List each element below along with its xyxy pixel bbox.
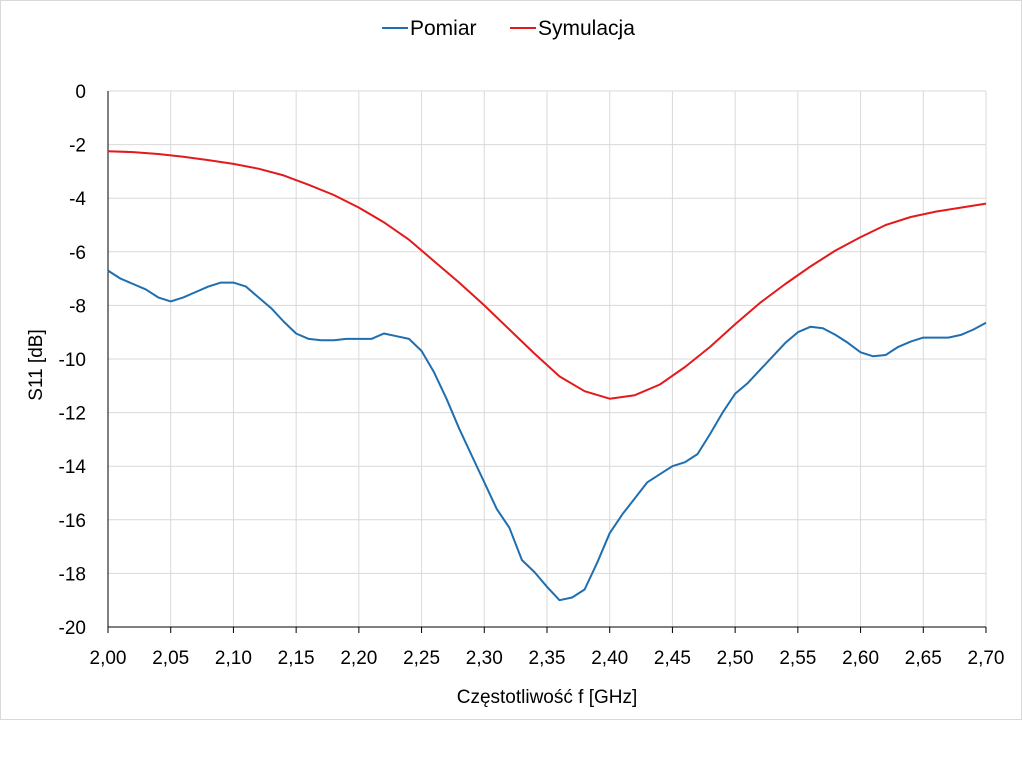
y-tick-label: -4 [69,189,86,210]
legend-label: Symulacja [538,17,635,40]
axes: 2,00 2,05 2,10 2,15 2,20 2,25 2,30 2,35 2,40 2,45… [59,82,1005,669]
y-tick-label: -18 [59,564,86,585]
x-tick-label: 2,00 [90,648,127,669]
x-tick-label: 2,20 [340,648,377,669]
y-tick-label: -8 [69,296,86,317]
series-line-pomiar [107,269,987,602]
x-tick-label: 2,50 [717,648,754,669]
y-tick-label: -16 [59,511,86,532]
legend-label: Pomiar [410,17,477,40]
x-tick-label: 2,35 [529,648,566,669]
x-tick-label: 2,05 [152,648,189,669]
y-tick-label: -10 [59,350,86,371]
gridlines [108,90,987,627]
y-tick-label: -2 [69,136,86,157]
series-line-symulacja [107,150,987,400]
x-tick-label: 2,30 [466,648,503,669]
y-tick-label: 0 [75,82,86,103]
x-tick-label: 2,65 [905,648,942,669]
y-tick-label: -6 [69,243,86,264]
x-tick-label: 2,40 [591,648,628,669]
series-lines [107,150,987,602]
y-tick-label: -12 [59,404,86,425]
x-tick-label: 2,60 [842,648,879,669]
x-tick-label: 2,55 [779,648,816,669]
x-tick-label: 2,45 [654,648,691,669]
x-tick-label: 2,70 [968,648,1005,669]
y-axis-title: S11 [dB] [26,329,47,400]
x-tick-label: 2,15 [278,648,315,669]
legend: Pomiar Symulacja [382,17,635,40]
x-axis-title: Częstotliwość f [GHz] [457,687,638,708]
y-tick-label: -14 [59,457,87,478]
x-tick-label: 2,25 [403,648,440,669]
x-tick-label: 2,10 [215,648,252,669]
y-tick-label: -20 [59,618,86,639]
